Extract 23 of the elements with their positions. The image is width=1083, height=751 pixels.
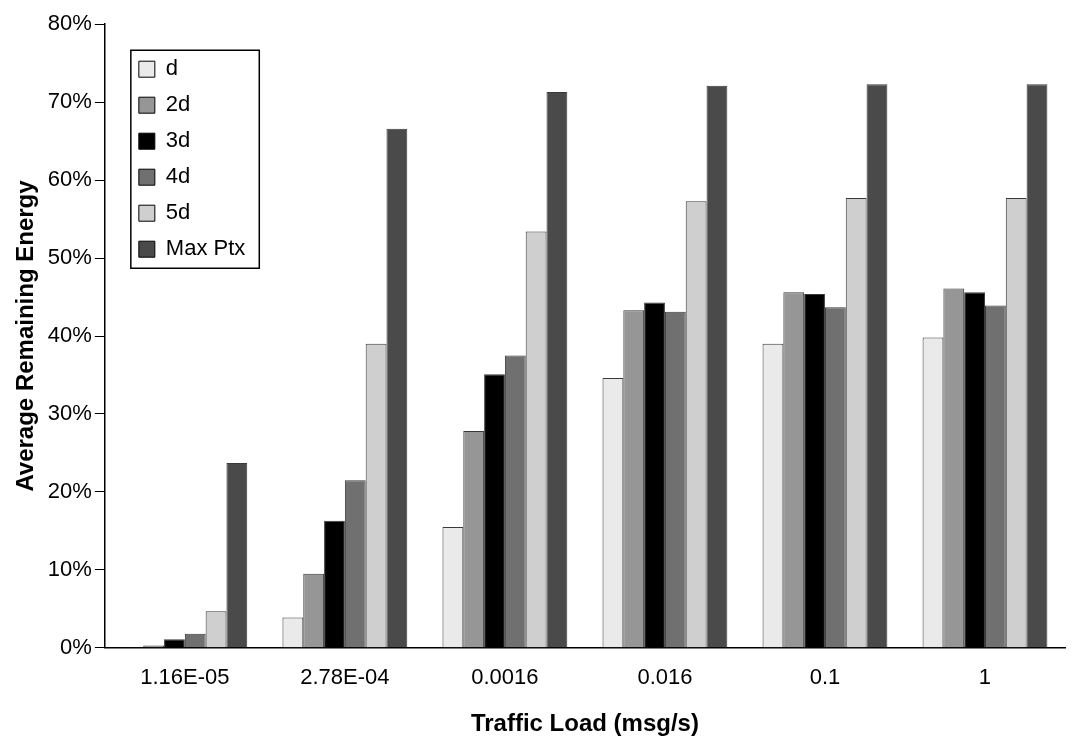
y-tick-label: 80%: [47, 10, 92, 36]
x-tick-label: 1: [978, 664, 992, 690]
y-tick-label: 50%: [47, 244, 92, 270]
y-tick-label: 10%: [47, 555, 92, 581]
y-tick-label: 20%: [47, 477, 92, 503]
legend-label: d: [165, 55, 179, 81]
x-tick-label: 0.0016: [471, 664, 539, 690]
legend-label: 5d: [165, 199, 191, 225]
y-tick-label: 40%: [47, 322, 92, 348]
legend-label: 4d: [165, 163, 191, 189]
y-tick-label: 70%: [47, 88, 92, 114]
legend-label: 3d: [165, 127, 191, 153]
y-tick-label: 60%: [47, 166, 92, 192]
legend-label: 2d: [165, 91, 191, 117]
legend-label: Max Ptx: [165, 235, 246, 261]
x-axis-title: Traffic Load (msg/s): [470, 709, 699, 737]
y-tick-label: 0%: [60, 633, 92, 659]
x-tick-label: 1.16E-05: [140, 664, 230, 690]
x-tick-label: 0.1: [809, 664, 841, 690]
y-tick-label: 30%: [47, 400, 92, 426]
x-tick-label: 0.016: [637, 664, 693, 690]
x-tick-label: 2.78E-04: [300, 664, 390, 690]
y-axis-title: Average Remaining Energy: [11, 179, 39, 492]
